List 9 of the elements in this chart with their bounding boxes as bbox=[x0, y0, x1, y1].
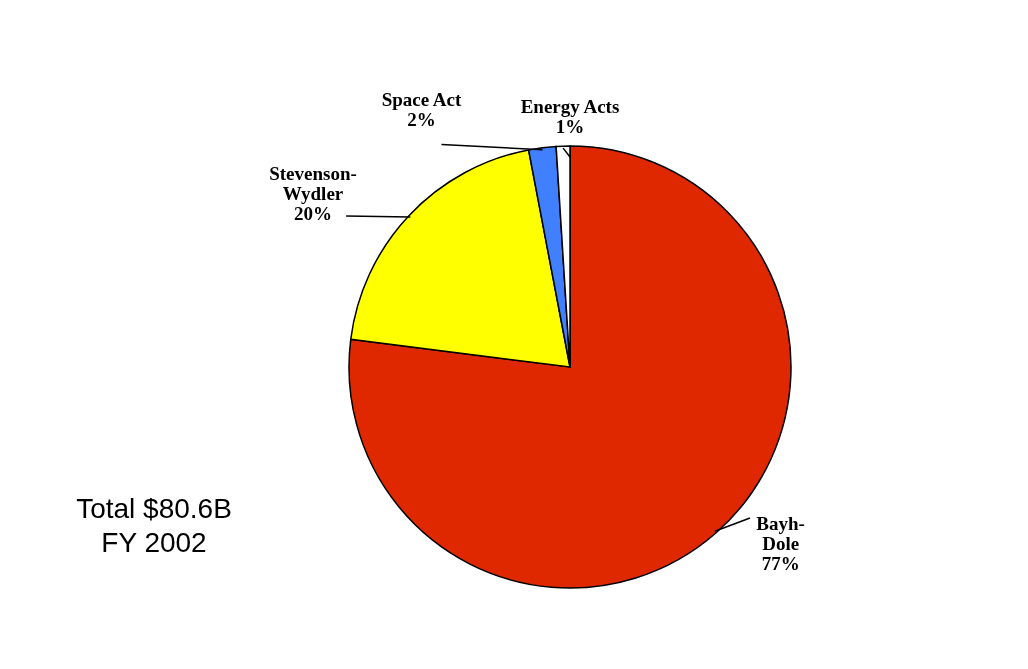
slice-label: Stevenson-Wydler bbox=[269, 162, 357, 204]
slice-label: Space Act bbox=[381, 88, 463, 110]
slice-label: Bayh-Dole bbox=[756, 512, 805, 554]
data-label: 2% bbox=[407, 108, 436, 130]
data-label: 77% bbox=[761, 552, 800, 574]
text: Total $80.6B bbox=[76, 493, 232, 524]
text: FY 2002 bbox=[101, 527, 207, 558]
data-label: 1% bbox=[555, 116, 585, 137]
slice-label: Energy Acts bbox=[520, 96, 620, 117]
